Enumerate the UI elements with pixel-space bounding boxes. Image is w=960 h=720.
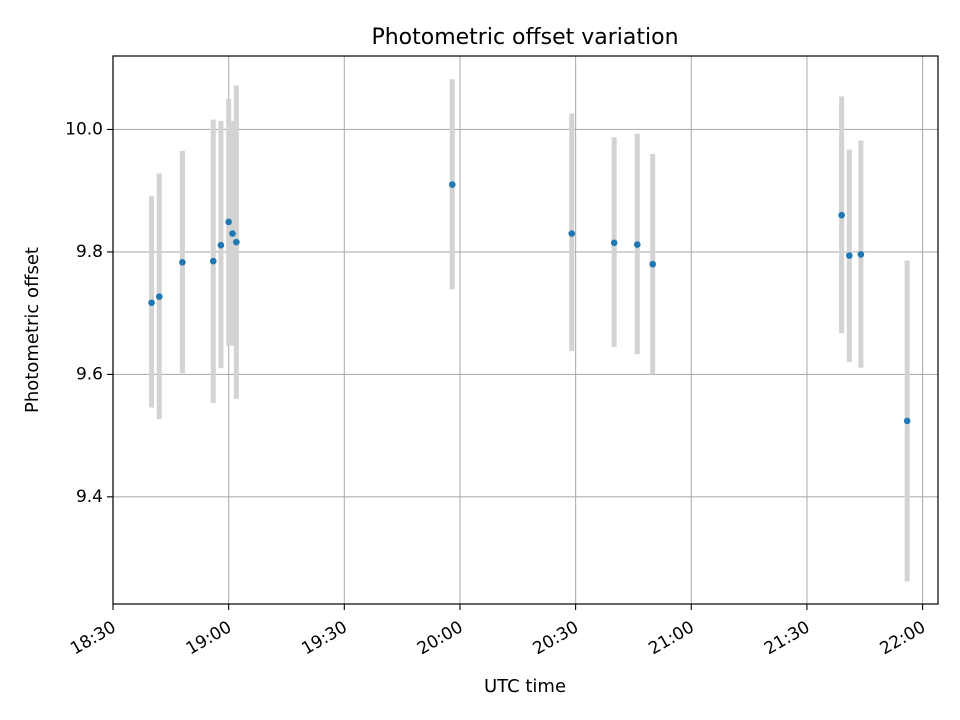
data-point	[568, 230, 576, 237]
data-point	[903, 417, 911, 425]
chart-title: Photometric offset variation	[371, 25, 678, 50]
y-axis-ticks: 9.4 9.6 9.8 10.0	[65, 119, 113, 507]
data-point	[610, 239, 618, 247]
data-point	[229, 230, 236, 237]
x-axis-label: UTC time	[484, 676, 566, 697]
data-point	[649, 260, 657, 268]
data-point	[838, 211, 845, 219]
y-tick-label: 9.8	[76, 242, 103, 262]
data-point	[148, 299, 155, 307]
y-tick-label: 9.6	[76, 364, 103, 384]
y-tick-label: 9.4	[76, 487, 103, 507]
data-point	[217, 241, 225, 249]
data-point	[846, 252, 853, 259]
data-points	[148, 181, 911, 425]
data-point	[179, 259, 186, 266]
data-point	[633, 241, 641, 248]
data-point	[233, 238, 240, 246]
y-axis-label: Photometric offset	[22, 247, 43, 413]
y-tick-label: 10.0	[65, 119, 103, 139]
data-point	[155, 293, 163, 300]
data-point	[857, 251, 865, 258]
data-point	[448, 181, 456, 188]
plot-frame	[112, 55, 939, 605]
data-point	[225, 218, 232, 226]
data-point	[209, 257, 217, 265]
